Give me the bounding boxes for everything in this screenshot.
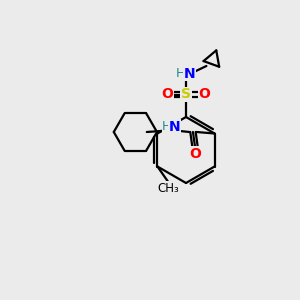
Text: H: H [162,120,172,134]
Text: H: H [176,67,185,80]
Text: N: N [169,120,180,134]
Text: S: S [181,88,191,101]
Text: CH₃: CH₃ [158,182,179,195]
Text: O: O [161,88,173,101]
Text: N: N [184,67,195,81]
Text: O: O [189,147,201,160]
Text: O: O [199,88,211,101]
